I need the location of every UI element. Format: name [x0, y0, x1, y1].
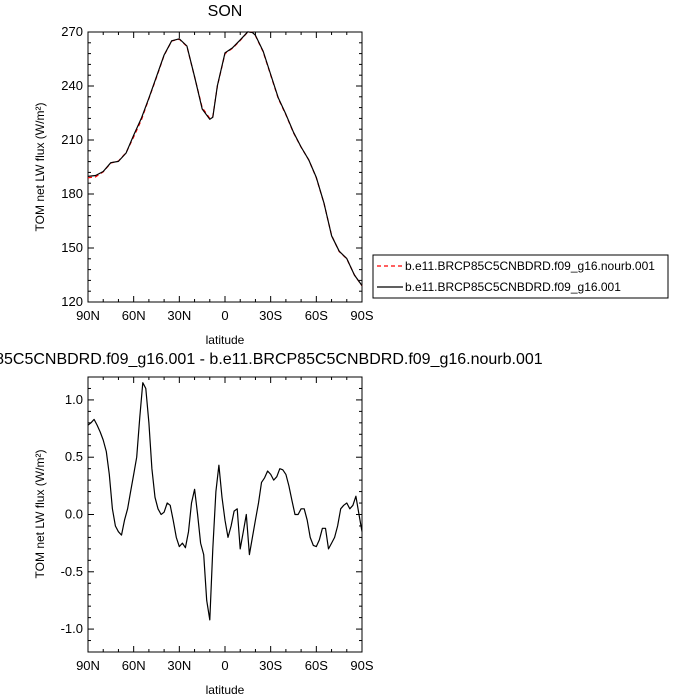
top-ytick-label: 150 [61, 240, 83, 255]
bottom-xtick-label: 90N [76, 658, 100, 673]
top-xtick-label: 30S [259, 308, 282, 323]
top-plot-title: SON [208, 3, 243, 20]
bottom-xtick-label: 60N [122, 658, 146, 673]
bottom-plot-frame [87, 376, 363, 653]
bottom-plot-ticks: 90N 60N 30N 0 30S 60S 90S 1.0 0.5 0.0 -0.5 -1.0 [61, 376, 374, 673]
top-ytick-label: 210 [61, 132, 83, 147]
top-plot-xlabel: latitude [206, 333, 245, 347]
top-series-line-2 [87, 31, 363, 286]
bottom-plot-title: b.e11.BRCP85C5CNBDRD.f09_g16.001 - b.e11… [0, 351, 543, 368]
top-ytick-label: 270 [61, 24, 83, 39]
bottom-plot: b.e11.BRCP85C5CNBDRD.f09_g16.001 - b.e11… [0, 351, 543, 697]
bottom-xtick-label: 60S [305, 658, 328, 673]
top-plot-frame [87, 31, 363, 303]
bottom-ytick-label: -1.0 [61, 621, 83, 636]
top-xtick-label: 60S [305, 308, 328, 323]
bottom-ytick-label: -0.5 [61, 564, 83, 579]
top-ytick-label: 240 [61, 78, 83, 93]
top-xtick-label: 60N [122, 308, 146, 323]
legend-label-nourb: b.e11.BRCP85C5CNBDRD.f09_g16.nourb.001 [405, 259, 655, 273]
top-ytick-label: 180 [61, 186, 83, 201]
bottom-plot-xlabel: latitude [206, 683, 245, 697]
top-series-line-1 [87, 31, 363, 287]
top-plot-ylabel: TOM net LW flux (W/m²) [33, 103, 47, 232]
bottom-xtick-label: 30S [259, 658, 282, 673]
top-plot-series [87, 31, 363, 287]
top-plot-ticks: 90N 60N 30N 0 30S 60S 90S 120 150 180 210 240 270 [61, 24, 374, 323]
top-xtick-label: 90N [76, 308, 100, 323]
bottom-ytick-label: 0.5 [65, 449, 83, 464]
bottom-ytick-label: 0.0 [65, 507, 83, 522]
top-xtick-label: 90S [350, 308, 373, 323]
top-xtick-label: 0 [221, 308, 228, 323]
bottom-series-line-1 [87, 382, 363, 621]
bottom-plot-series [87, 382, 363, 621]
top-xtick-label: 30N [167, 308, 191, 323]
top-plot: SON 90N 60N 30N 0 30S 60S 90S 120 150 180 210 240 27… [33, 3, 669, 347]
legend: b.e11.BRCP85C5CNBDRD.f09_g16.nourb.001 b… [372, 254, 669, 299]
legend-label-control: b.e11.BRCP85C5CNBDRD.f09_g16.001 [405, 280, 621, 294]
legend-box [372, 254, 669, 299]
bottom-plot-ylabel: TOM net LW flux (W/m²) [33, 450, 47, 579]
bottom-xtick-label: 0 [221, 658, 228, 673]
bottom-xtick-label: 90S [350, 658, 373, 673]
bottom-xtick-label: 30N [167, 658, 191, 673]
bottom-ytick-label: 1.0 [65, 392, 83, 407]
top-ytick-label: 120 [61, 294, 83, 309]
